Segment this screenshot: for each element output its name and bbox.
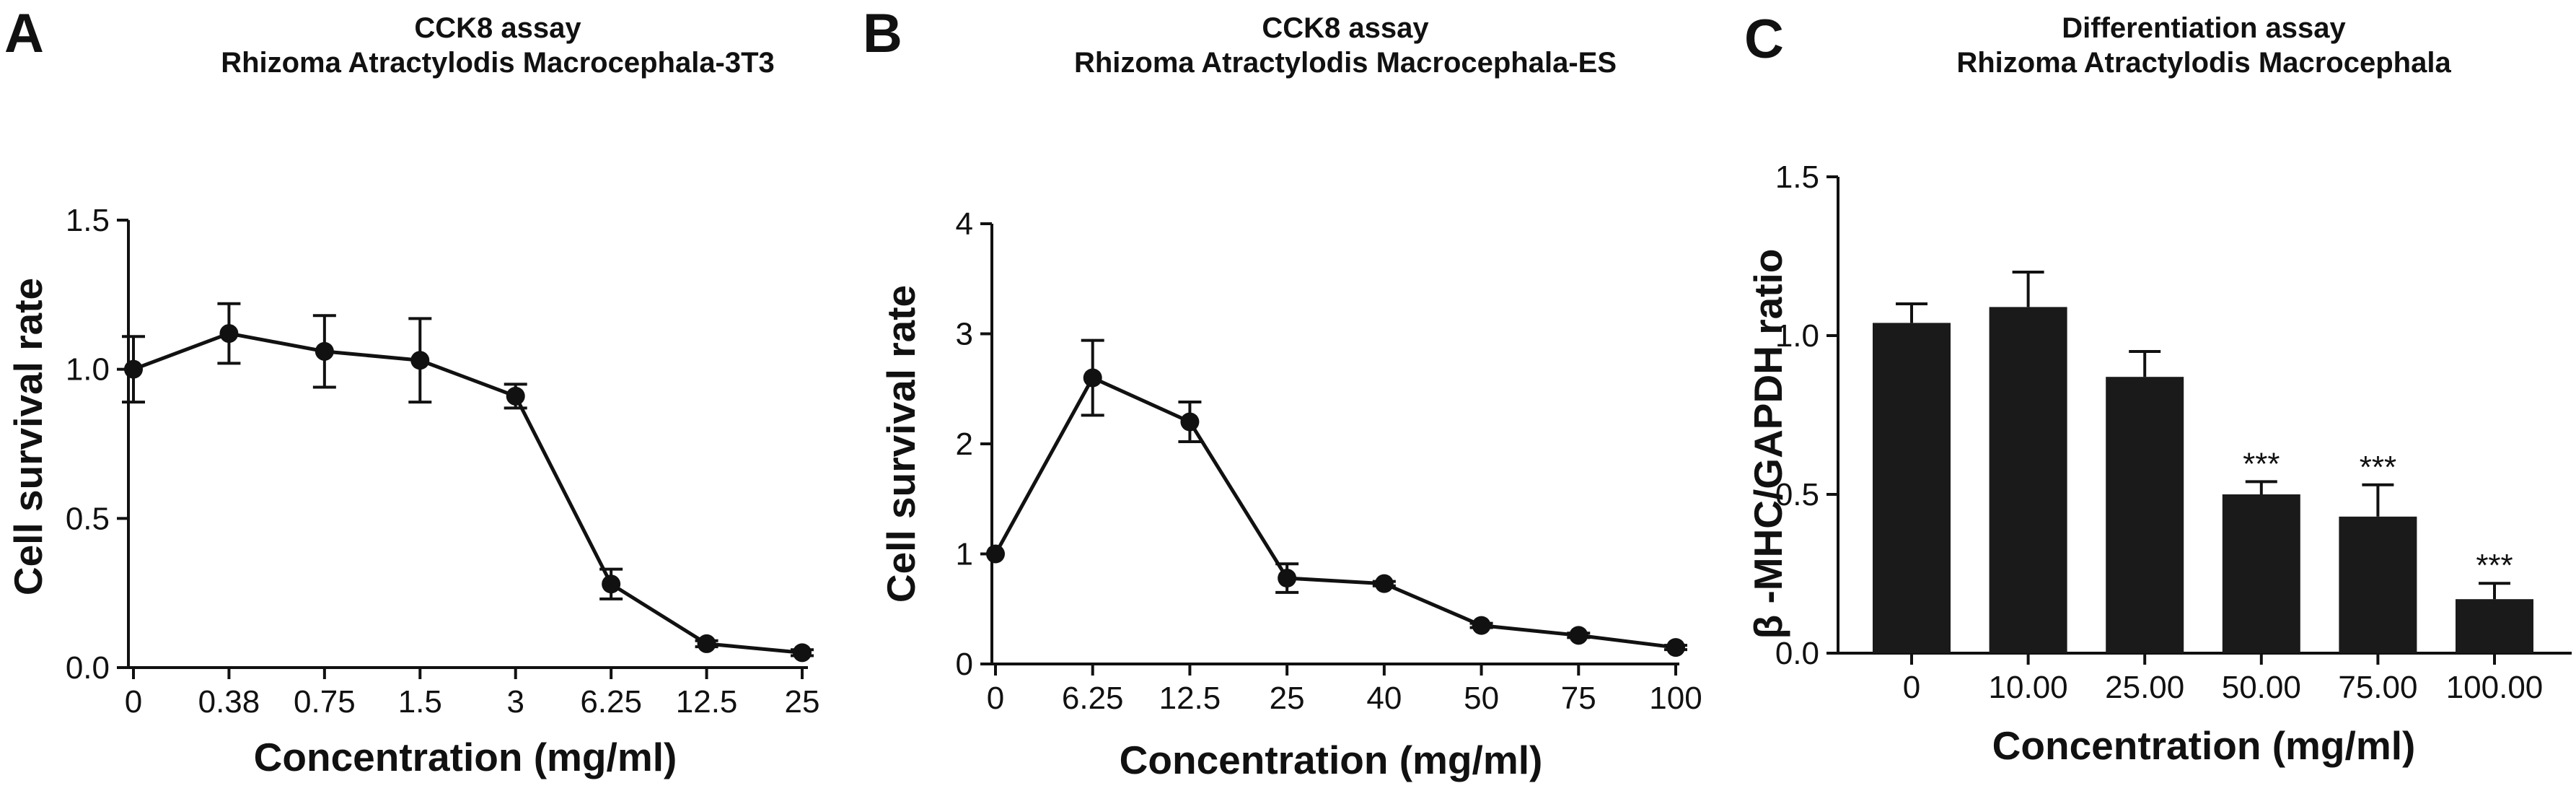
panel-c-significance-label: *** bbox=[2360, 450, 2396, 485]
panel-c-bar bbox=[2339, 516, 2417, 653]
panel-b-x-tick-label: 25 bbox=[1270, 681, 1305, 716]
panel-b-data-point bbox=[1472, 616, 1491, 635]
panel-b-x-tick-label: 6.25 bbox=[1062, 681, 1124, 716]
panel-a-y-tick-label: 0.0 bbox=[66, 650, 110, 686]
panel-c-title-line-2: Rhizoma Atractylodis Macrocephala bbox=[1956, 47, 2451, 79]
panel-c-x-tick-label: 0 bbox=[1903, 670, 1920, 705]
panel-b-data-point bbox=[1666, 638, 1685, 657]
panel-a-x-tick-label: 12.5 bbox=[676, 684, 738, 720]
panel-c-significance-label: *** bbox=[2476, 548, 2513, 583]
panel-c: C Differentiation assay Rhizoma Atractyl… bbox=[1744, 9, 2572, 768]
panel-b-title-line-2: Rhizoma Atractylodis Macrocephala-ES bbox=[1074, 47, 1617, 79]
panel-a-data-point bbox=[506, 386, 525, 406]
panel-c-x-tick-label: 50.00 bbox=[2222, 670, 2301, 705]
panel-c-y-tick-label: 1.5 bbox=[1775, 159, 1819, 195]
panel-b-x-tick-label: 50 bbox=[1464, 681, 1499, 716]
panel-c-y-tick-label: 1.0 bbox=[1775, 318, 1819, 354]
panel-b-title-line-1: CCK8 assay bbox=[1262, 12, 1429, 44]
panel-b-x-tick-label: 40 bbox=[1366, 681, 1402, 716]
panel-a-x-tick-label: 0.38 bbox=[198, 684, 260, 720]
panel-a-x-tick-label: 3 bbox=[506, 684, 524, 720]
panel-a-y-tick-label: 1.0 bbox=[66, 352, 110, 388]
panel-b-y-tick-label: 2 bbox=[956, 427, 973, 462]
panel-b-data-point bbox=[1374, 574, 1394, 593]
panel-a-x-tick-label: 6.25 bbox=[580, 684, 642, 720]
panel-c-significance-label: *** bbox=[2243, 446, 2280, 481]
panel-b-x-tick-label: 75 bbox=[1561, 681, 1596, 716]
panel-c-y-tick-label: 0.5 bbox=[1775, 477, 1819, 512]
panel-c-bar bbox=[1989, 307, 2067, 653]
panel-b-x-tick-label: 0 bbox=[987, 681, 1004, 716]
panel-b-data-point bbox=[986, 544, 1005, 564]
panel-c-x-axis-label: Concentration (mg/ml) bbox=[1992, 723, 2416, 768]
panel-c-bar bbox=[2456, 599, 2533, 653]
panel-c-x-tick-label: 75.00 bbox=[2338, 670, 2417, 705]
panel-b-letter: B bbox=[863, 3, 902, 64]
panel-b-data-point bbox=[1569, 626, 1588, 645]
panel-a-data-point bbox=[793, 643, 812, 663]
panel-b: B CCK8 assay Rhizoma Atractylodis Macroc… bbox=[863, 3, 1702, 782]
panel-b-y-tick-label: 1 bbox=[956, 537, 973, 572]
panel-b-x-tick-label: 100 bbox=[1649, 681, 1702, 716]
panel-b-data-point bbox=[1180, 412, 1200, 432]
panel-b-y-axis-label: Cell survival rate bbox=[879, 285, 923, 603]
panel-c-x-tick-label: 10.00 bbox=[1989, 670, 2068, 705]
panel-c-letter: C bbox=[1744, 9, 1784, 70]
panel-c-bar bbox=[1873, 323, 1951, 653]
panel-a-title-line-1: CCK8 assay bbox=[414, 12, 581, 44]
panel-b-y-tick-label: 3 bbox=[956, 317, 973, 352]
panel-a-data-point bbox=[602, 574, 621, 594]
panel-c-bar bbox=[2222, 494, 2300, 653]
panel-a-y-tick-label: 1.5 bbox=[66, 203, 110, 238]
panel-c-plot-area: 0.0 0.5 1.0 1.5 0 10.00 25.00 50.00 75.00 100.00 *… bbox=[1775, 159, 2572, 705]
panel-a-series-line bbox=[133, 331, 803, 655]
panel-a-letter: A bbox=[4, 3, 44, 64]
panel-a-y-axis-label: Cell survival rate bbox=[6, 278, 50, 595]
panel-a-x-axis-label: Concentration (mg/ml) bbox=[254, 735, 677, 779]
panel-a-x-tick-label: 0 bbox=[125, 684, 142, 720]
panel-c-y-tick-label: 0.0 bbox=[1775, 636, 1819, 671]
panel-b-data-point bbox=[1083, 368, 1102, 388]
panel-b-x-tick-label: 12.5 bbox=[1159, 681, 1221, 716]
panel-a-data-point bbox=[124, 359, 143, 379]
panel-a-data-point bbox=[219, 324, 239, 344]
panel-a-x-tick-label: 25 bbox=[785, 684, 820, 720]
panel-b-data-point bbox=[1278, 569, 1297, 588]
panel-a-data-point bbox=[697, 634, 716, 653]
panel-b-series-line bbox=[993, 375, 1676, 650]
panel-a-title-line-2: Rhizoma Atractylodis Macrocephala-3T3 bbox=[221, 47, 775, 79]
panel-a: A CCK8 assay Rhizoma Atractylodis Macroc… bbox=[4, 3, 819, 779]
panel-c-y-axis-label: β -MHC/GAPDH ratio bbox=[1746, 249, 1790, 639]
panel-c-x-tick-label: 100.00 bbox=[2446, 670, 2544, 705]
panel-c-title-line-1: Differentiation assay bbox=[2062, 12, 2346, 44]
panel-a-plot-area: 0.0 0.5 1.0 1.5 0 0.38 0.75 1.5 3 6.25 12.5 25 bbox=[66, 203, 820, 720]
panel-b-x-axis-label: Concentration (mg/ml) bbox=[1120, 738, 1543, 782]
panel-a-data-point bbox=[315, 341, 334, 361]
panel-a-x-tick-label: 1.5 bbox=[398, 684, 442, 720]
panel-c-bar bbox=[2106, 377, 2184, 653]
panel-c-x-tick-label: 25.00 bbox=[2105, 670, 2184, 705]
panel-a-data-point bbox=[410, 351, 430, 370]
panel-b-y-tick-label: 4 bbox=[956, 206, 973, 242]
panel-b-y-tick-label: 0 bbox=[956, 647, 973, 682]
panel-a-x-tick-label: 0.75 bbox=[294, 684, 356, 720]
panel-a-y-tick-label: 0.5 bbox=[66, 501, 110, 536]
